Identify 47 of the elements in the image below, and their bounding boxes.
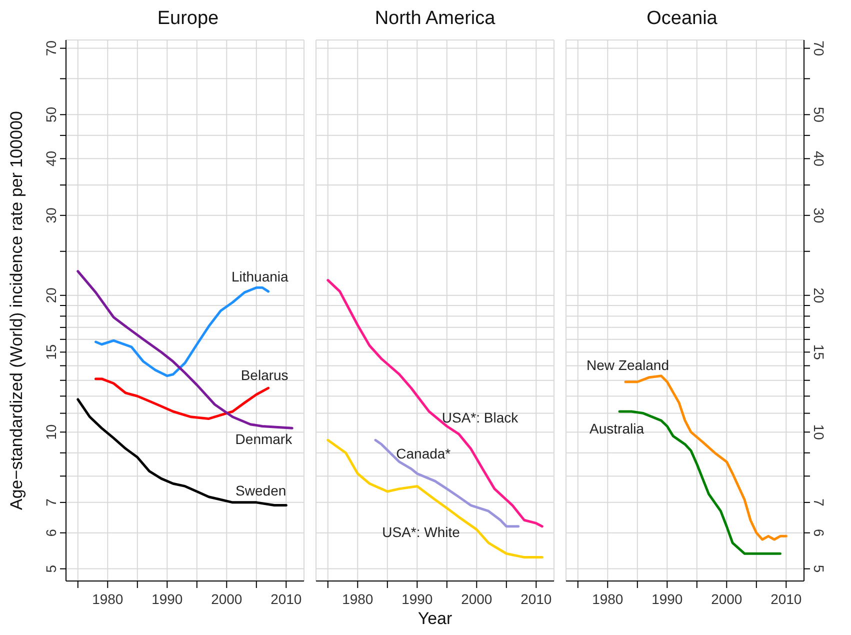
x-tick-label: 1980: [92, 591, 124, 607]
y-axis-title: Age−standardized (World) incidence rate per 100000: [7, 111, 26, 510]
x-tick-label: 1990: [402, 591, 433, 607]
x-tick-label: 2000: [461, 591, 492, 607]
x-tick-label: 2010: [520, 591, 552, 607]
series-label: USA*: Black: [442, 409, 520, 426]
y2-tick-label: 20: [811, 288, 827, 304]
y2-tick-label: 6: [811, 528, 827, 537]
series-label: New Zealand: [586, 356, 669, 373]
x-tick-label: 1990: [652, 591, 683, 607]
series-label: Belarus: [240, 367, 288, 384]
x-tick-label: 1990: [152, 591, 183, 607]
y-tick-label: 30: [43, 207, 59, 224]
x-tick-label: 2010: [270, 591, 302, 607]
series-label: USA*: White: [382, 524, 460, 540]
series-label: Denmark: [235, 431, 294, 448]
y2-tick-label: 10: [811, 424, 827, 440]
y-tick-label: 40: [43, 150, 59, 166]
chart-title: Oceania: [646, 8, 718, 31]
y2-tick-label: 30: [811, 208, 827, 224]
series-label: Australia: [590, 420, 644, 436]
y-tick-label: 10: [43, 424, 59, 440]
y2-tick-label: 15: [811, 344, 827, 360]
chart-title: Europe: [156, 8, 220, 31]
y2-tick-label: 5: [811, 564, 827, 573]
y-tick-label: 5: [43, 564, 59, 573]
x-tick-label: 2000: [211, 591, 242, 607]
x-axis-title: Year: [416, 609, 454, 630]
x-tick-label: 2000: [711, 591, 742, 607]
y2-tick-label: 50: [811, 106, 827, 123]
y2-tick-label: 40: [811, 150, 827, 167]
y-tick-label: 15: [43, 344, 59, 360]
y-tick-label: 6: [43, 528, 59, 537]
y2-tick-label: 7: [811, 498, 827, 507]
series-label: Lithuania: [231, 268, 289, 284]
y-tick-label: 20: [43, 287, 59, 304]
y-tick-label: 70: [43, 40, 59, 56]
y-tick-label: 7: [43, 498, 59, 506]
series-label: Sweden: [236, 482, 286, 498]
chart-title: North America: [374, 8, 496, 31]
series-label: Canada*: [396, 446, 452, 462]
x-tick-label: 1980: [342, 591, 374, 607]
y2-tick-label: 70: [811, 40, 827, 56]
x-tick-label: 1980: [592, 591, 624, 607]
line-series: [76, 270, 294, 430]
y-tick-label: 50: [43, 106, 59, 122]
x-tick-label: 2010: [770, 591, 802, 607]
